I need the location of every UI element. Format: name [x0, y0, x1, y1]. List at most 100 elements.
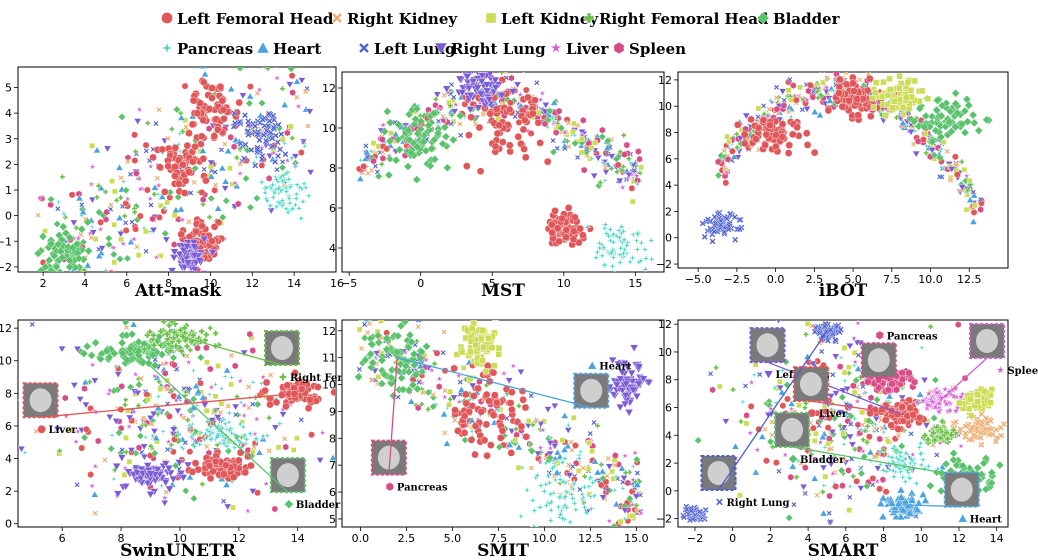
scatter-point — [528, 465, 535, 471]
scatter-point — [819, 464, 828, 472]
scatter-point — [847, 421, 854, 427]
scatter-point — [495, 121, 504, 130]
scatter-point — [214, 204, 223, 212]
scatter-point — [460, 428, 469, 437]
scatter-point — [599, 494, 608, 502]
scatter-point — [477, 78, 487, 86]
scatter-point — [936, 132, 946, 142]
scatter-point — [583, 223, 592, 232]
scatter-point — [898, 403, 906, 411]
scatter-point — [147, 162, 155, 170]
scatter-point — [742, 112, 751, 120]
scatter-point — [297, 77, 306, 85]
scatter-point — [560, 454, 569, 463]
scatter-point — [240, 401, 248, 409]
scatter-point — [598, 467, 607, 475]
scatter-point — [262, 137, 270, 145]
scatter-point — [118, 236, 124, 243]
scatter-point — [357, 156, 365, 164]
scatter-point — [515, 464, 522, 471]
scatter-point — [433, 349, 441, 357]
legend-marker-shape — [358, 42, 370, 54]
scatter-point — [148, 421, 155, 427]
scatter-point — [856, 465, 864, 473]
scatter-point — [734, 144, 740, 151]
scatter-point — [629, 513, 636, 519]
scatter-point — [449, 135, 458, 145]
scatter-point — [143, 148, 150, 154]
scatter-point — [880, 79, 887, 86]
scatter-point — [846, 433, 855, 441]
scatter-points — [33, 57, 315, 272]
scatter-point — [288, 72, 296, 80]
scatter-point — [255, 85, 264, 94]
scatter-point — [223, 503, 232, 511]
scatter-point — [118, 382, 125, 391]
scatter-point — [912, 292, 919, 299]
scatter-point — [853, 339, 862, 347]
scatter-point — [544, 406, 552, 414]
scatter-point — [169, 320, 176, 325]
scatter-point — [937, 111, 946, 121]
scatter-point — [262, 183, 271, 192]
scatter-point — [164, 437, 173, 445]
scatter-point — [149, 227, 158, 234]
scatter-point — [626, 159, 635, 167]
scatter-point — [778, 366, 787, 375]
scatter-point — [937, 145, 946, 153]
scatter-point — [395, 145, 404, 154]
scatter-point — [296, 214, 306, 223]
scatter-point — [231, 178, 239, 187]
scatter-point — [528, 496, 537, 505]
scatter-point — [477, 72, 487, 81]
scatter-point — [21, 448, 29, 457]
scatter-point — [18, 399, 20, 402]
scatter-point — [619, 249, 628, 258]
scatter-point — [179, 474, 188, 482]
scatter-point — [154, 175, 161, 182]
scatter-point — [196, 353, 205, 362]
scatter-point — [283, 168, 292, 177]
scatter-point — [301, 142, 309, 150]
scatter-point — [358, 298, 363, 303]
x-tick-label: −5 — [341, 277, 357, 290]
scatter-point — [607, 153, 616, 161]
scatter-point — [915, 414, 924, 422]
scatter-point — [825, 441, 831, 447]
scatter-point — [221, 141, 228, 147]
scatter-point — [122, 186, 130, 195]
scatter-point — [840, 440, 848, 448]
scatter-point — [243, 57, 248, 62]
scatter-point — [475, 123, 484, 132]
scatter-point — [576, 468, 582, 474]
scatter-point — [254, 146, 261, 153]
scatter-point — [714, 171, 723, 180]
scatter-point — [944, 148, 950, 155]
scatter-point — [195, 257, 204, 265]
organ-shape — [29, 388, 52, 413]
scatter-point — [227, 429, 236, 438]
scatter-point — [131, 209, 138, 215]
scatter-point — [182, 389, 189, 395]
scatter-point — [156, 378, 162, 385]
scatter-point — [249, 378, 257, 386]
scatter-point — [859, 446, 867, 455]
scatter-point — [598, 251, 607, 260]
scatter-point — [870, 104, 877, 111]
scatter-point — [161, 493, 169, 502]
legend-marker-shape — [485, 12, 497, 24]
scatter-point — [791, 501, 797, 508]
scatter-point — [171, 212, 178, 219]
scatter-point — [823, 74, 830, 81]
scatter-point — [76, 396, 85, 404]
y-tick-label: 4 — [329, 242, 336, 255]
scatter-point — [222, 480, 231, 488]
scatter-point — [246, 92, 255, 100]
scatter-point — [564, 204, 573, 212]
scatter-point — [548, 464, 557, 473]
scatter-point — [934, 144, 942, 152]
scatter-point — [181, 254, 191, 263]
y-tick-label: 7 — [329, 459, 336, 472]
scatter-point — [551, 475, 560, 484]
scatter-point — [925, 122, 934, 132]
